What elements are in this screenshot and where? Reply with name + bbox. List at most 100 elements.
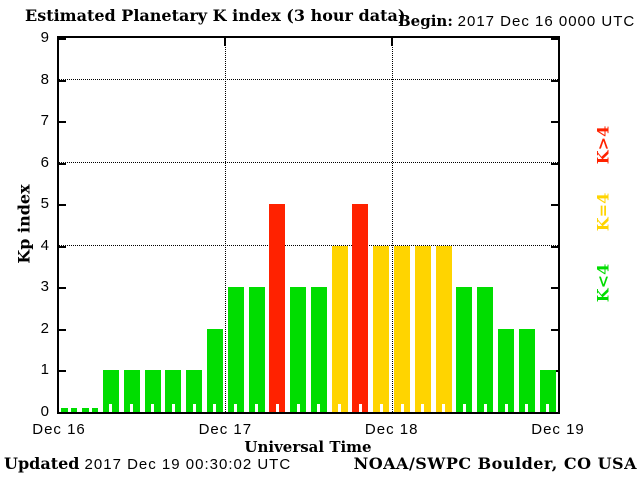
begin-time: Begin: 2017 Dec 16 0000 UTC: [398, 12, 635, 30]
bar-tick-notch: [525, 404, 529, 412]
bar-tick-notch: [88, 404, 92, 412]
begin-label: Begin:: [398, 12, 453, 30]
y-tick-left: [59, 287, 66, 290]
x-day-label: Dec 18: [364, 421, 419, 438]
chart-title: Estimated Planetary K index (3 hour data…: [25, 6, 406, 25]
bar-tick-notch: [546, 404, 550, 412]
kp-bar: [165, 370, 182, 412]
kp-bar: [456, 287, 473, 412]
legend-item-high: K>4: [593, 125, 613, 165]
legend-item-low: K<4: [593, 263, 613, 303]
y-tick-label: 3: [40, 278, 50, 296]
x-day-label: Dec 17: [198, 421, 253, 438]
y-axis-title: Kp index: [14, 184, 34, 264]
kp-bar: [352, 204, 369, 412]
bar-tick-notch: [192, 404, 196, 412]
kp-bar: [477, 287, 494, 412]
y-tick-label: 9: [40, 29, 50, 46]
legend-item-mid: K=4: [593, 192, 613, 232]
y-tick-left: [59, 79, 66, 82]
kp-bar: [435, 245, 452, 412]
x-day-label: Dec 16: [32, 421, 86, 438]
kp-bar: [248, 287, 265, 412]
plot-frame: [57, 36, 560, 414]
bar-tick-notch: [255, 404, 259, 412]
y-tick-label: 7: [40, 112, 50, 130]
y-tick-right: [551, 245, 558, 248]
y-tick-left: [59, 162, 66, 165]
updated-value: 2017 Dec 19 00:30:02 UTC: [84, 456, 292, 473]
bar-tick-notch: [338, 404, 342, 412]
x-axis-title: Universal Time: [244, 438, 372, 456]
day-boundary-line: [225, 38, 227, 412]
y-tick-right: [551, 287, 558, 290]
y-tick-label: 0: [40, 403, 50, 420]
y-tick-left: [59, 204, 66, 207]
kp-bar: [331, 245, 348, 412]
kp-bar: [186, 370, 203, 412]
kp-bar: [539, 370, 556, 412]
x-day-label: Dec 19: [531, 421, 585, 438]
bar-tick-notch: [296, 404, 300, 412]
bar-tick-notch: [151, 404, 155, 412]
bar-tick-notch: [171, 404, 175, 412]
y-tick-left: [59, 245, 66, 248]
kp-bar: [518, 328, 535, 412]
bar-tick-notch: [358, 404, 362, 412]
bar-tick-notch: [483, 404, 487, 412]
y-tick-right: [551, 162, 558, 165]
bar-tick-notch: [67, 404, 71, 412]
bar-tick-notch: [275, 404, 279, 412]
kp-bar: [102, 370, 119, 412]
kp-bar: [290, 287, 307, 412]
bar-tick-notch: [213, 404, 217, 412]
kp-bar: [373, 245, 390, 412]
kp-bar: [227, 287, 244, 412]
bar-tick-notch: [379, 404, 383, 412]
updated-timestamp: Updated 2017 Dec 19 00:30:02 UTC: [4, 454, 291, 473]
bar-tick-notch: [109, 404, 113, 412]
kp-bar: [498, 328, 515, 412]
y-tick-left: [59, 121, 66, 124]
day-boundary-top-tick: [390, 38, 393, 46]
y-tick-label: 1: [40, 361, 50, 379]
bar-tick-notch: [442, 404, 446, 412]
y-tick-right: [551, 204, 558, 207]
kp-bar: [414, 245, 431, 412]
gridline-y6: [59, 161, 558, 163]
kp-bar: [206, 328, 223, 412]
y-tick-right: [551, 328, 558, 331]
gridline-y8: [59, 78, 558, 80]
gridline-y4: [59, 244, 558, 246]
y-tick-left: [59, 328, 66, 331]
plot-area: [59, 38, 558, 412]
day-boundary-top-tick: [224, 38, 227, 46]
bar-tick-notch: [400, 404, 404, 412]
y-tick-left: [59, 38, 66, 40]
begin-value: 2017 Dec 16 0000 UTC: [457, 13, 636, 30]
y-tick-right: [551, 79, 558, 82]
y-tick-right: [551, 38, 558, 40]
kp-bar: [144, 370, 161, 412]
y-tick-label: 8: [40, 70, 50, 88]
credit-text: NOAA/SWPC Boulder, CO USA: [353, 454, 637, 473]
kp-bar: [269, 204, 286, 412]
bar-tick-notch: [317, 404, 321, 412]
kp-bar: [394, 245, 411, 412]
bar-tick-notch: [421, 404, 425, 412]
y-tick-label: 2: [40, 319, 50, 337]
updated-label: Updated: [4, 454, 80, 473]
y-tick-label: 4: [40, 236, 50, 254]
kp-bar: [310, 287, 327, 412]
y-tick-label: 5: [40, 195, 50, 213]
bar-tick-notch: [130, 404, 134, 412]
y-tick-label: 6: [40, 153, 50, 171]
y-tick-right: [551, 121, 558, 124]
bar-tick-notch: [462, 404, 466, 412]
y-tick-left: [59, 370, 66, 373]
bar-tick-notch: [504, 404, 508, 412]
day-boundary-line: [391, 38, 393, 412]
bar-tick-notch: [234, 404, 238, 412]
kp-bar: [123, 370, 140, 412]
